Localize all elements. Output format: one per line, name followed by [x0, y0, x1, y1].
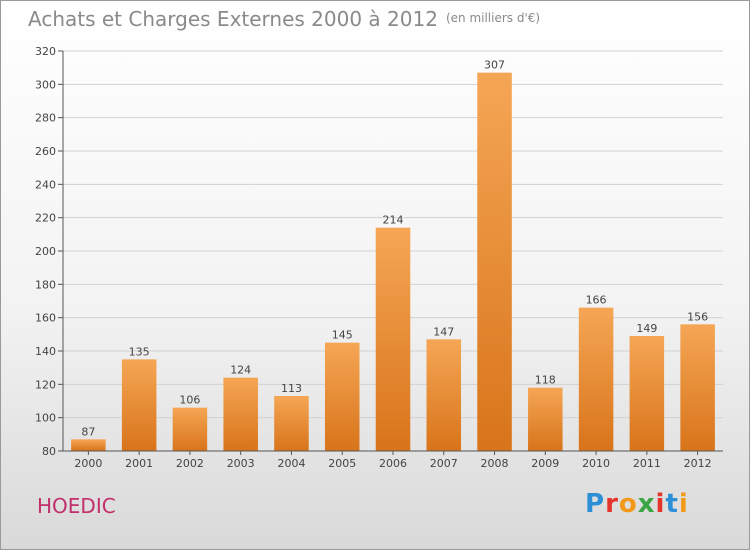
data-label: 113 [281, 382, 302, 395]
y-tick-label: 240 [35, 178, 56, 191]
x-tick-label: 2011 [633, 457, 661, 470]
bar [629, 336, 665, 451]
axes: 80 100 120 140 160 180 200 220 240 260 280 300 320 20… [35, 45, 723, 470]
data-label: 135 [129, 345, 150, 358]
y-tick-label: 260 [35, 145, 56, 158]
x-tick-label: 2008 [481, 457, 509, 470]
x-tick-label: 2005 [328, 457, 356, 470]
data-label: 307 [484, 59, 505, 72]
bar [578, 307, 614, 451]
data-label: 118 [535, 374, 556, 387]
bar [71, 439, 106, 451]
logo-letter: r [605, 489, 619, 519]
x-tick-label: 2012 [684, 457, 712, 470]
bar [121, 359, 157, 451]
proxiti-logo: Proxiti [585, 489, 689, 519]
y-tick-label: 120 [35, 378, 56, 391]
data-label: 106 [179, 394, 200, 407]
y-tick-label: 100 [35, 412, 56, 425]
x-tick-label: 2007 [430, 457, 458, 470]
x-tick-label: 2004 [277, 457, 305, 470]
x-tick-label: 2009 [531, 457, 559, 470]
x-tick-label: 2003 [227, 457, 255, 470]
y-tick-label: 220 [35, 212, 56, 225]
logo-letter: x [637, 489, 656, 519]
logo-letter: P [585, 489, 606, 519]
bar [477, 72, 512, 452]
data-label: 147 [433, 325, 454, 338]
y-tick-label: 160 [35, 312, 56, 325]
y-tick-label: 180 [35, 278, 56, 291]
chart-title-text: Achats et Charges Externes 2000 à 2012 [28, 7, 438, 31]
bar [680, 324, 715, 451]
logo-letter: o [618, 489, 638, 519]
bars: 87 135 106 124 113 145 214 147 307 118 166 149 156 [71, 59, 715, 452]
x-tick-label: 2001 [125, 457, 153, 470]
y-tick-label: 200 [35, 245, 56, 258]
data-label: 166 [586, 294, 607, 307]
x-tick-label: 2006 [379, 457, 407, 470]
bar [528, 387, 563, 451]
town-name: HOEDIC [37, 494, 116, 518]
logo-letter: i [655, 489, 666, 519]
x-tick-label: 2000 [74, 457, 102, 470]
bar [426, 339, 462, 451]
x-tick-label: 2002 [176, 457, 204, 470]
data-label: 87 [81, 425, 95, 438]
bar [324, 342, 360, 451]
data-label: 124 [230, 364, 251, 377]
y-tick-label: 320 [35, 45, 56, 58]
chart-subtitle: (en milliers d'€) [445, 11, 541, 25]
logo-letter: t [665, 489, 679, 519]
y-tick-label: 280 [35, 112, 56, 125]
data-label: 149 [636, 322, 657, 335]
x-tick-label: 2010 [582, 457, 610, 470]
bar [375, 227, 411, 451]
bar [172, 407, 208, 451]
y-tick-label: 80 [42, 445, 56, 458]
bar [223, 377, 258, 451]
y-tick-label: 300 [35, 78, 56, 91]
data-label: 156 [687, 310, 708, 323]
chart-title: Achats et Charges Externes 2000 à 2012 (e… [28, 7, 540, 31]
data-label: 214 [383, 214, 404, 227]
y-tick-label: 140 [35, 345, 56, 358]
bar [274, 396, 309, 451]
logo-letter: i [678, 489, 689, 519]
data-label: 145 [332, 329, 353, 342]
